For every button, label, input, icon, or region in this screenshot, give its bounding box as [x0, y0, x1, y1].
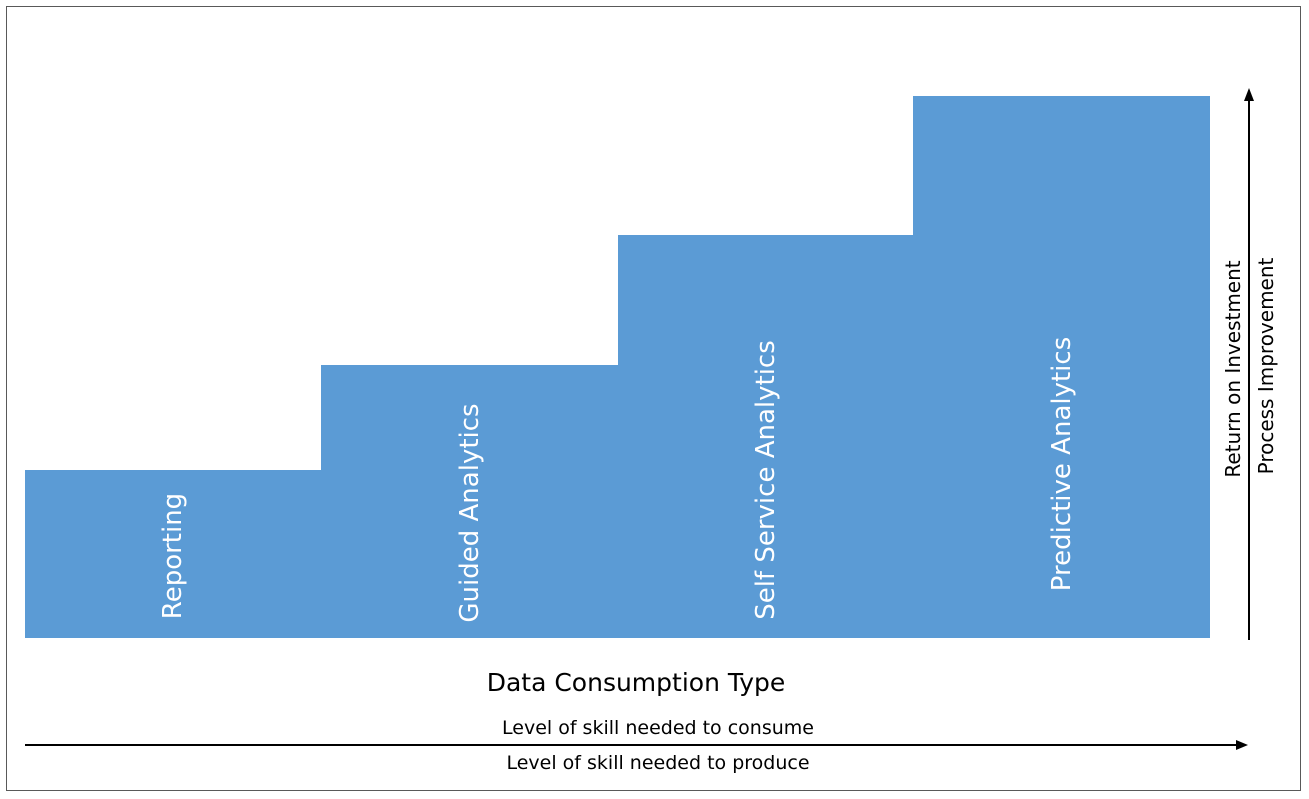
horizontal-arrow-top-label: Level of skill needed to consume [502, 717, 814, 739]
step-predictive-analytics: Predictive Analytics [913, 96, 1210, 638]
horizontal-arrowhead [1236, 740, 1248, 750]
step-reporting: Reporting [25, 470, 322, 638]
vertical-arrow-label-process: Process Improvement [1254, 257, 1278, 475]
horizontal-arrow-bottom-label: Level of skill needed to produce [506, 752, 810, 774]
diagram-frame [6, 6, 1301, 791]
vertical-arrowhead [1244, 88, 1254, 101]
vertical-arrow-label-roi: Return on Investment [1221, 260, 1245, 478]
x-axis-title: Data Consumption Type [486, 668, 786, 697]
step-self-service-analytics: Self Service Analytics [618, 235, 914, 638]
step-guided-analytics: Guided Analytics [321, 365, 619, 638]
